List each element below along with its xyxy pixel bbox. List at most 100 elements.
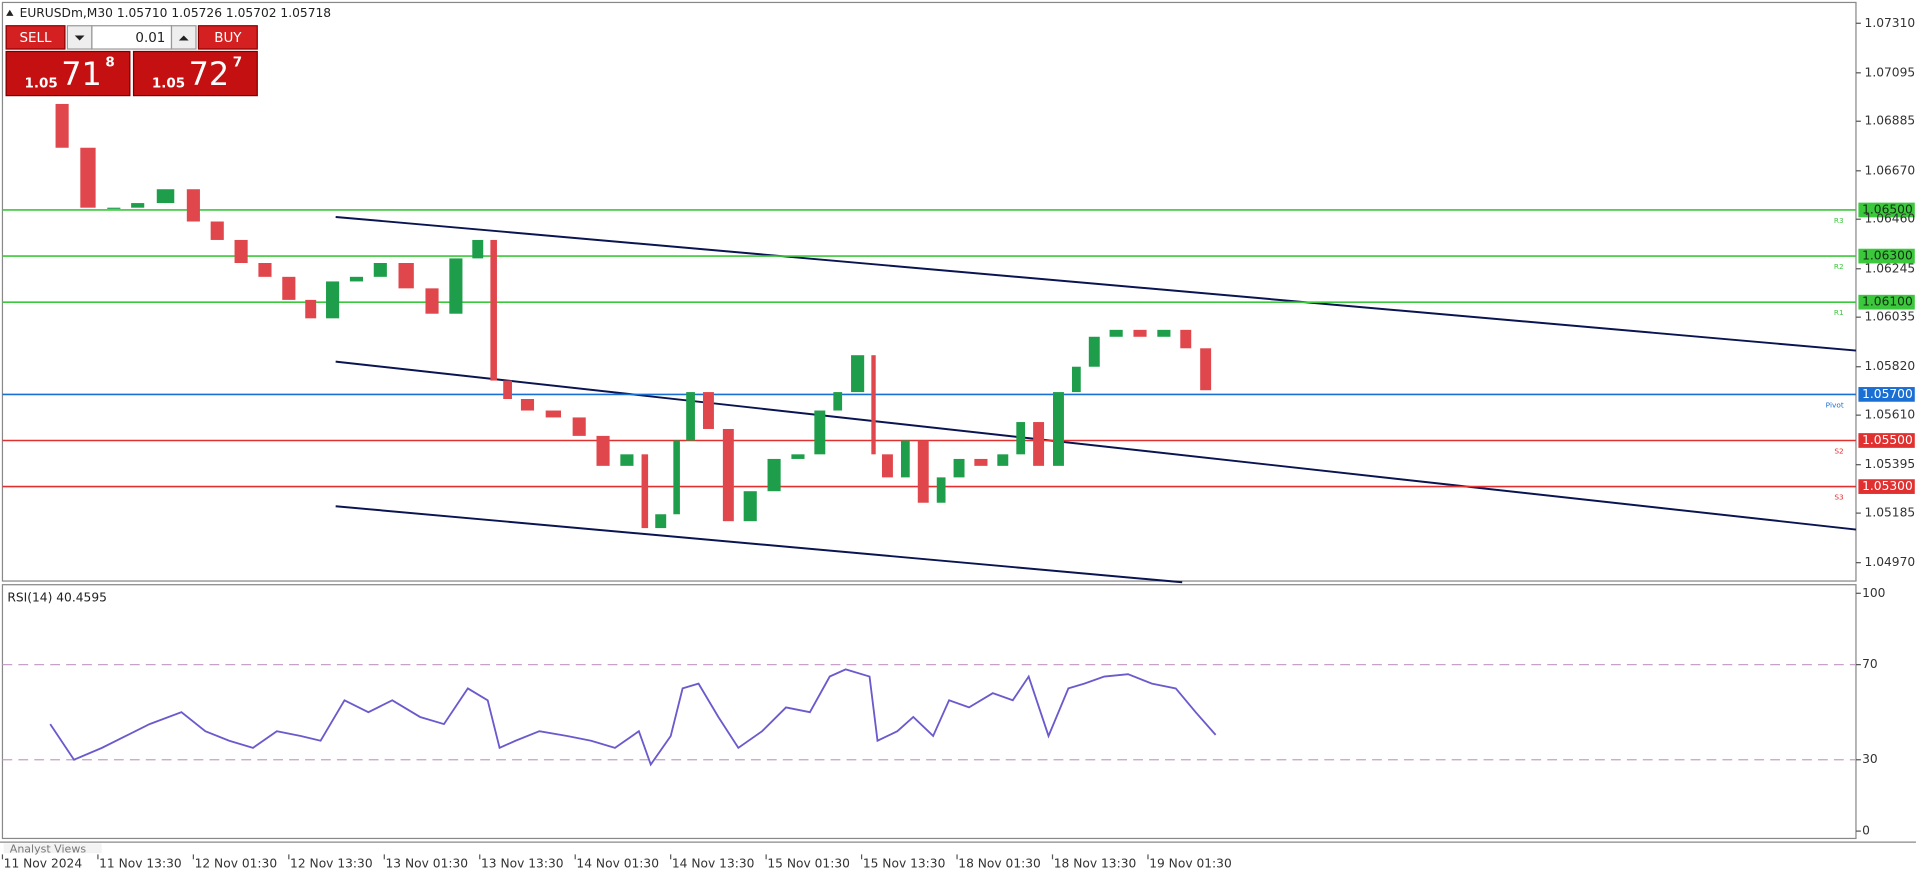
candle-body: [472, 239, 484, 259]
candle-body: [917, 440, 929, 503]
down-icon: [74, 35, 85, 41]
ask-big: 1.05: [152, 75, 185, 91]
candle-body: [490, 239, 497, 381]
level-tag: S2: [1834, 447, 1843, 456]
sell-button[interactable]: [5, 25, 66, 50]
footer-tab[interactable]: [3, 843, 102, 854]
candle-body: [80, 147, 96, 208]
level-tag: R3: [1834, 216, 1844, 225]
x-tick-label: 14 Nov 13:30: [672, 857, 755, 871]
candle-body: [673, 440, 680, 515]
levels: 1.06500 R3 1.06300 R2 1.06100 R1 1.05700 Pivot 1…: [2, 202, 1915, 761]
y-tick-label: 1.06035: [1865, 310, 1916, 324]
footer-label: Analyst Views: [10, 842, 87, 855]
x-tick-label: 13 Nov 01:30: [386, 857, 469, 871]
y-tick-label: 1.05185: [1865, 506, 1916, 520]
y-tick-label: 1.07095: [1865, 65, 1916, 79]
candle-body: [545, 410, 561, 418]
y-tick-label: 70: [1862, 657, 1878, 671]
candle-body: [349, 276, 364, 282]
candle-body: [655, 514, 667, 529]
candle-body: [520, 399, 535, 411]
lot-value: 0.01: [135, 30, 165, 46]
trend-line: [335, 215, 1857, 352]
x-tick-label: 11 Nov 13:30: [99, 857, 182, 871]
x-tick-label: 13 Nov 13:30: [481, 857, 564, 871]
x-tick-label: 14 Nov 01:30: [576, 857, 659, 871]
candle-body: [1109, 329, 1123, 337]
rsi-line: [49, 668, 1217, 767]
candle-body: [449, 258, 463, 314]
level-label: 1.06300: [1862, 249, 1913, 263]
candle-body: [373, 263, 387, 277]
symbol-info: EURUSDm,M30 1.05710 1.05726 1.05702 1.05…: [20, 6, 331, 20]
candle-body: [791, 454, 805, 459]
x-tick-label: 12 Nov 13:30: [290, 857, 373, 871]
rsi-title: RSI(14) 40.4595: [7, 591, 107, 605]
y-tick-label: 0: [1862, 824, 1870, 838]
candle-body: [131, 203, 145, 208]
y-tick-label: 1.05395: [1865, 457, 1916, 471]
y-tick-label: 100: [1862, 586, 1885, 600]
candle-body: [936, 477, 946, 503]
candle-body: [997, 454, 1009, 466]
candle-body: [641, 454, 649, 529]
candle-body: [833, 392, 843, 411]
candle-body: [686, 392, 695, 441]
level-box: [1858, 202, 1915, 218]
candle-body: [1157, 329, 1171, 337]
candle-body: [258, 263, 272, 277]
bid-box[interactable]: [5, 50, 131, 97]
candle-body: [743, 491, 757, 522]
level-tag: Pivot: [1826, 400, 1844, 409]
ask-main: 72: [189, 55, 230, 93]
ask-box[interactable]: [132, 50, 258, 97]
candle-body: [814, 410, 826, 455]
candle-body: [572, 417, 586, 436]
y-tick-label: 1.06460: [1865, 212, 1916, 226]
rsi-panel: [1, 584, 1857, 840]
candle-body: [702, 392, 714, 429]
candle-body: [210, 221, 224, 240]
price-panel: [1, 1, 1857, 582]
bid-big: 1.05: [25, 75, 58, 91]
y-tick-label: 1.07310: [1865, 16, 1916, 30]
candles: [49, 103, 1217, 767]
candle-body: [1072, 366, 1081, 393]
candle-body: [1033, 422, 1045, 466]
y-tick-label: 1.06245: [1865, 261, 1916, 275]
candle-body: [596, 435, 610, 466]
candle-body: [55, 103, 69, 148]
y-tick-label: 1.05610: [1865, 408, 1916, 422]
level-label: 1.05500: [1862, 433, 1913, 447]
ask-small: 7: [233, 55, 242, 71]
level-box: [1858, 294, 1915, 310]
x-tick-label: 18 Nov 13:30: [1054, 857, 1137, 871]
candle-body: [1088, 336, 1100, 367]
candle-body: [234, 239, 248, 264]
candle-body: [974, 458, 988, 466]
x-tick-label: 18 Nov 01:30: [958, 857, 1041, 871]
one-click-panel: SELL 0.01 BUY 1.05 71 8 1.05 72 7: [5, 25, 258, 97]
level-label: 1.05700: [1862, 387, 1913, 401]
buy-label: BUY: [214, 30, 242, 46]
candle-body: [425, 288, 439, 314]
up-icon: [178, 35, 189, 41]
candle-body: [851, 355, 865, 393]
buy-button[interactable]: [197, 25, 258, 50]
candle-body: [305, 299, 317, 319]
candle-body: [282, 276, 296, 300]
candle-body: [326, 281, 340, 319]
y-tick-label: 1.06670: [1865, 163, 1916, 177]
level-box: [1858, 433, 1915, 448]
level-tag: R1: [1834, 308, 1844, 317]
level-label: 1.06500: [1862, 202, 1913, 216]
level-label: 1.06100: [1862, 295, 1913, 309]
collapse-icon[interactable]: [6, 9, 14, 16]
candle-body: [620, 454, 634, 466]
channel: [335, 215, 1857, 584]
candle-body: [1016, 422, 1026, 455]
